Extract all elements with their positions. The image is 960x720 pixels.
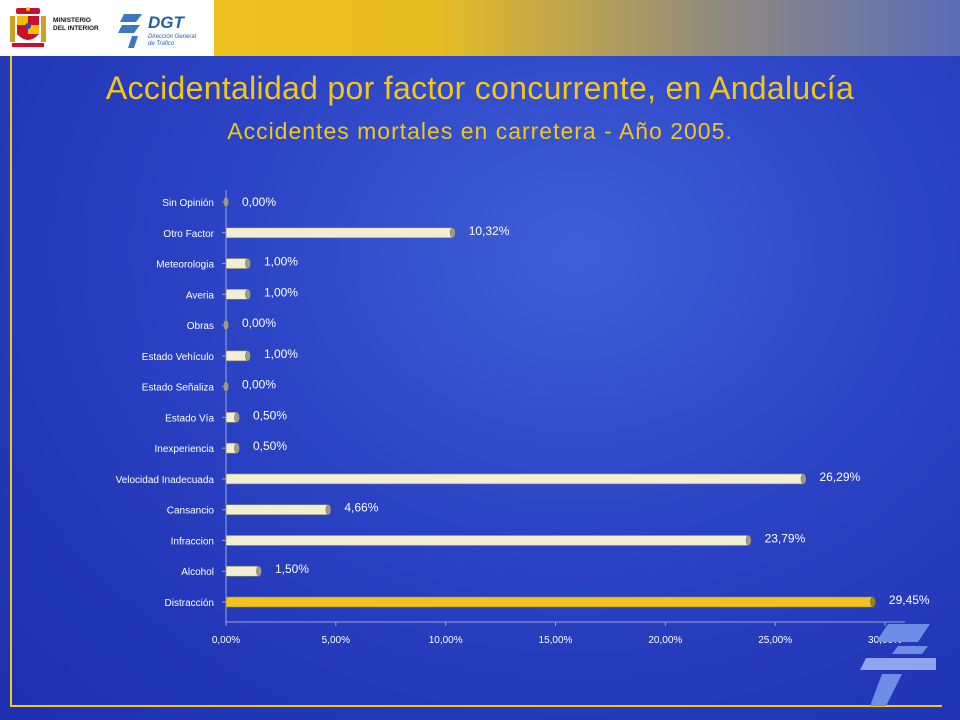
- value-label: 1,00%: [264, 255, 298, 269]
- bar-end-cap: [234, 412, 240, 423]
- category-label: Alcohol: [181, 567, 214, 578]
- x-tick-label: 5,00%: [322, 635, 350, 646]
- x-tick-label: 20,00%: [648, 635, 682, 646]
- bar: [225, 504, 329, 515]
- category-label: Velocidad Inadecuada: [116, 475, 215, 486]
- bar: [225, 289, 249, 300]
- category-label: Sin Opinión: [162, 198, 214, 209]
- bar-end-cap: [800, 473, 807, 485]
- value-label: 1,50%: [275, 562, 309, 576]
- bar-end-cap: [870, 596, 876, 608]
- bar-end-cap: [256, 565, 262, 577]
- category-label: Obras: [187, 321, 214, 332]
- dgt-subtitle-line1: Dirección General: [148, 34, 197, 40]
- bar-end-cap: [449, 227, 456, 239]
- page-subtitle: Accidentes mortales en carretera - Año 2…: [227, 118, 733, 144]
- category-label: Distracción: [165, 598, 214, 609]
- bottom-divider: [10, 705, 942, 707]
- category-label: Inexperiencia: [155, 444, 215, 455]
- x-tick-label: 25,00%: [758, 635, 792, 646]
- bar-end-cap: [223, 319, 229, 331]
- value-label: 4,66%: [344, 501, 378, 515]
- bar: [225, 350, 249, 362]
- page-title: Accidentalidad por factor concurrente, e…: [105, 70, 855, 106]
- bar: [225, 535, 749, 546]
- logo-panel: MINISTERIO DEL INTERIOR DGT Dirección Ge…: [0, 0, 214, 56]
- value-label: 1,00%: [264, 347, 298, 361]
- bar: [225, 565, 260, 577]
- value-label: 23,79%: [765, 531, 806, 545]
- value-label: 1,00%: [264, 285, 298, 299]
- category-label: Infraccion: [171, 536, 214, 547]
- dgt-subtitle-line2: de Tráfico: [148, 41, 175, 47]
- ministry-name: MINISTERIO DEL INTERIOR: [53, 17, 99, 32]
- category-label: Estado Señaliza: [142, 383, 215, 394]
- category-label: Otro Factor: [163, 229, 214, 240]
- value-label: 0,50%: [253, 408, 287, 422]
- value-label: 0,00%: [242, 378, 276, 392]
- bar: [225, 596, 874, 608]
- value-label: 0,00%: [242, 316, 276, 330]
- value-label: 10,32%: [469, 224, 510, 238]
- spain-crest-icon: [10, 7, 46, 47]
- dgt-logo: DGT Dirección General de Tráfico: [118, 13, 197, 48]
- x-tick-label: 10,00%: [429, 635, 463, 646]
- value-label: 29,45%: [889, 593, 930, 607]
- dgt-corner-logo: [860, 624, 936, 706]
- left-divider: [10, 56, 12, 706]
- x-tick-label: 15,00%: [539, 635, 573, 646]
- bar-end-cap: [245, 289, 251, 300]
- x-tick-label: 0,00%: [212, 635, 240, 646]
- dgt-brand-text: DGT: [148, 13, 186, 32]
- bar: [225, 258, 249, 269]
- value-label: 0,00%: [242, 195, 276, 209]
- bar-end-cap: [325, 504, 332, 515]
- bar-end-cap: [223, 381, 229, 392]
- bar-end-cap: [234, 442, 240, 454]
- bar-end-cap: [245, 350, 251, 362]
- bar-end-cap: [745, 535, 752, 546]
- category-label: Estado Vía: [165, 413, 214, 424]
- bar-end-cap: [245, 258, 251, 269]
- bar: [225, 227, 453, 239]
- value-label: 0,50%: [253, 439, 287, 453]
- category-label: Averia: [186, 290, 215, 301]
- category-label: Estado Vehículo: [142, 352, 215, 363]
- category-label: Meteorologia: [156, 260, 214, 271]
- category-label: Cansancio: [167, 506, 215, 517]
- bar-end-cap: [223, 196, 229, 208]
- bar: [225, 473, 804, 485]
- value-label: 26,29%: [820, 470, 861, 484]
